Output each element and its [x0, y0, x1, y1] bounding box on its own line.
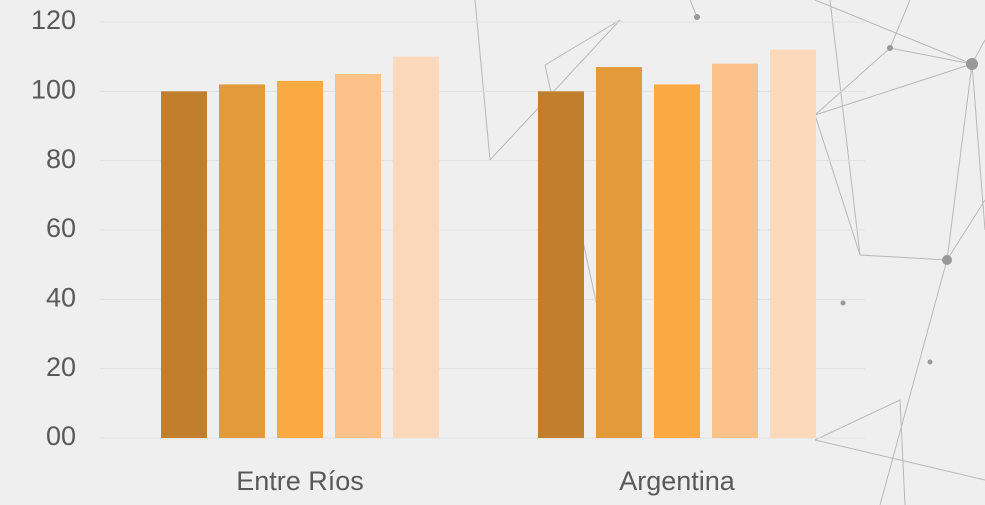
bar [770, 49, 816, 438]
y-tick-label: 40 [46, 282, 76, 312]
y-tick-label: 80 [46, 144, 76, 174]
bar [277, 80, 323, 438]
y-tick-label: 100 [31, 74, 76, 104]
bar [335, 74, 381, 438]
x-tick-label: Argentina [619, 466, 736, 496]
x-tick-label: Entre Ríos [236, 466, 364, 496]
decoration [474, 0, 985, 505]
y-tick-label: 60 [46, 213, 76, 243]
bar [712, 63, 758, 438]
y-tick-label: 20 [46, 352, 76, 382]
bar [654, 84, 700, 439]
y-tick-label: 00 [46, 421, 76, 451]
y-tick-label: 120 [31, 5, 76, 35]
bar [538, 91, 584, 438]
bar [161, 91, 207, 438]
bar [219, 84, 265, 439]
bar [393, 56, 439, 439]
bar [596, 67, 642, 439]
